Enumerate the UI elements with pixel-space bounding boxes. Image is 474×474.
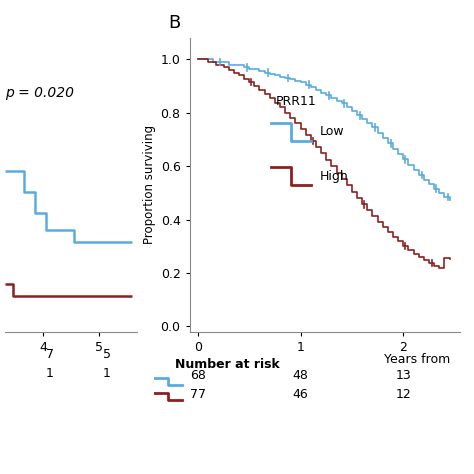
Text: High: High: [319, 170, 348, 182]
Text: 77: 77: [190, 388, 206, 401]
Text: 1: 1: [103, 367, 110, 380]
Text: 48: 48: [292, 369, 309, 382]
Text: 46: 46: [292, 388, 309, 401]
Text: 1: 1: [46, 367, 54, 380]
Text: Number at risk: Number at risk: [175, 358, 280, 371]
Text: 12: 12: [395, 388, 411, 401]
Text: p = 0.020: p = 0.020: [5, 85, 74, 100]
Text: 13: 13: [395, 369, 411, 382]
Text: 68: 68: [190, 369, 206, 382]
Text: B: B: [168, 14, 181, 32]
Text: 7: 7: [46, 348, 54, 361]
Text: Years from: Years from: [384, 353, 450, 366]
Text: PRR11: PRR11: [276, 95, 317, 109]
Y-axis label: Proportion surviving: Proportion surviving: [144, 125, 156, 245]
Text: 5: 5: [103, 348, 110, 361]
Text: Low: Low: [319, 126, 344, 138]
